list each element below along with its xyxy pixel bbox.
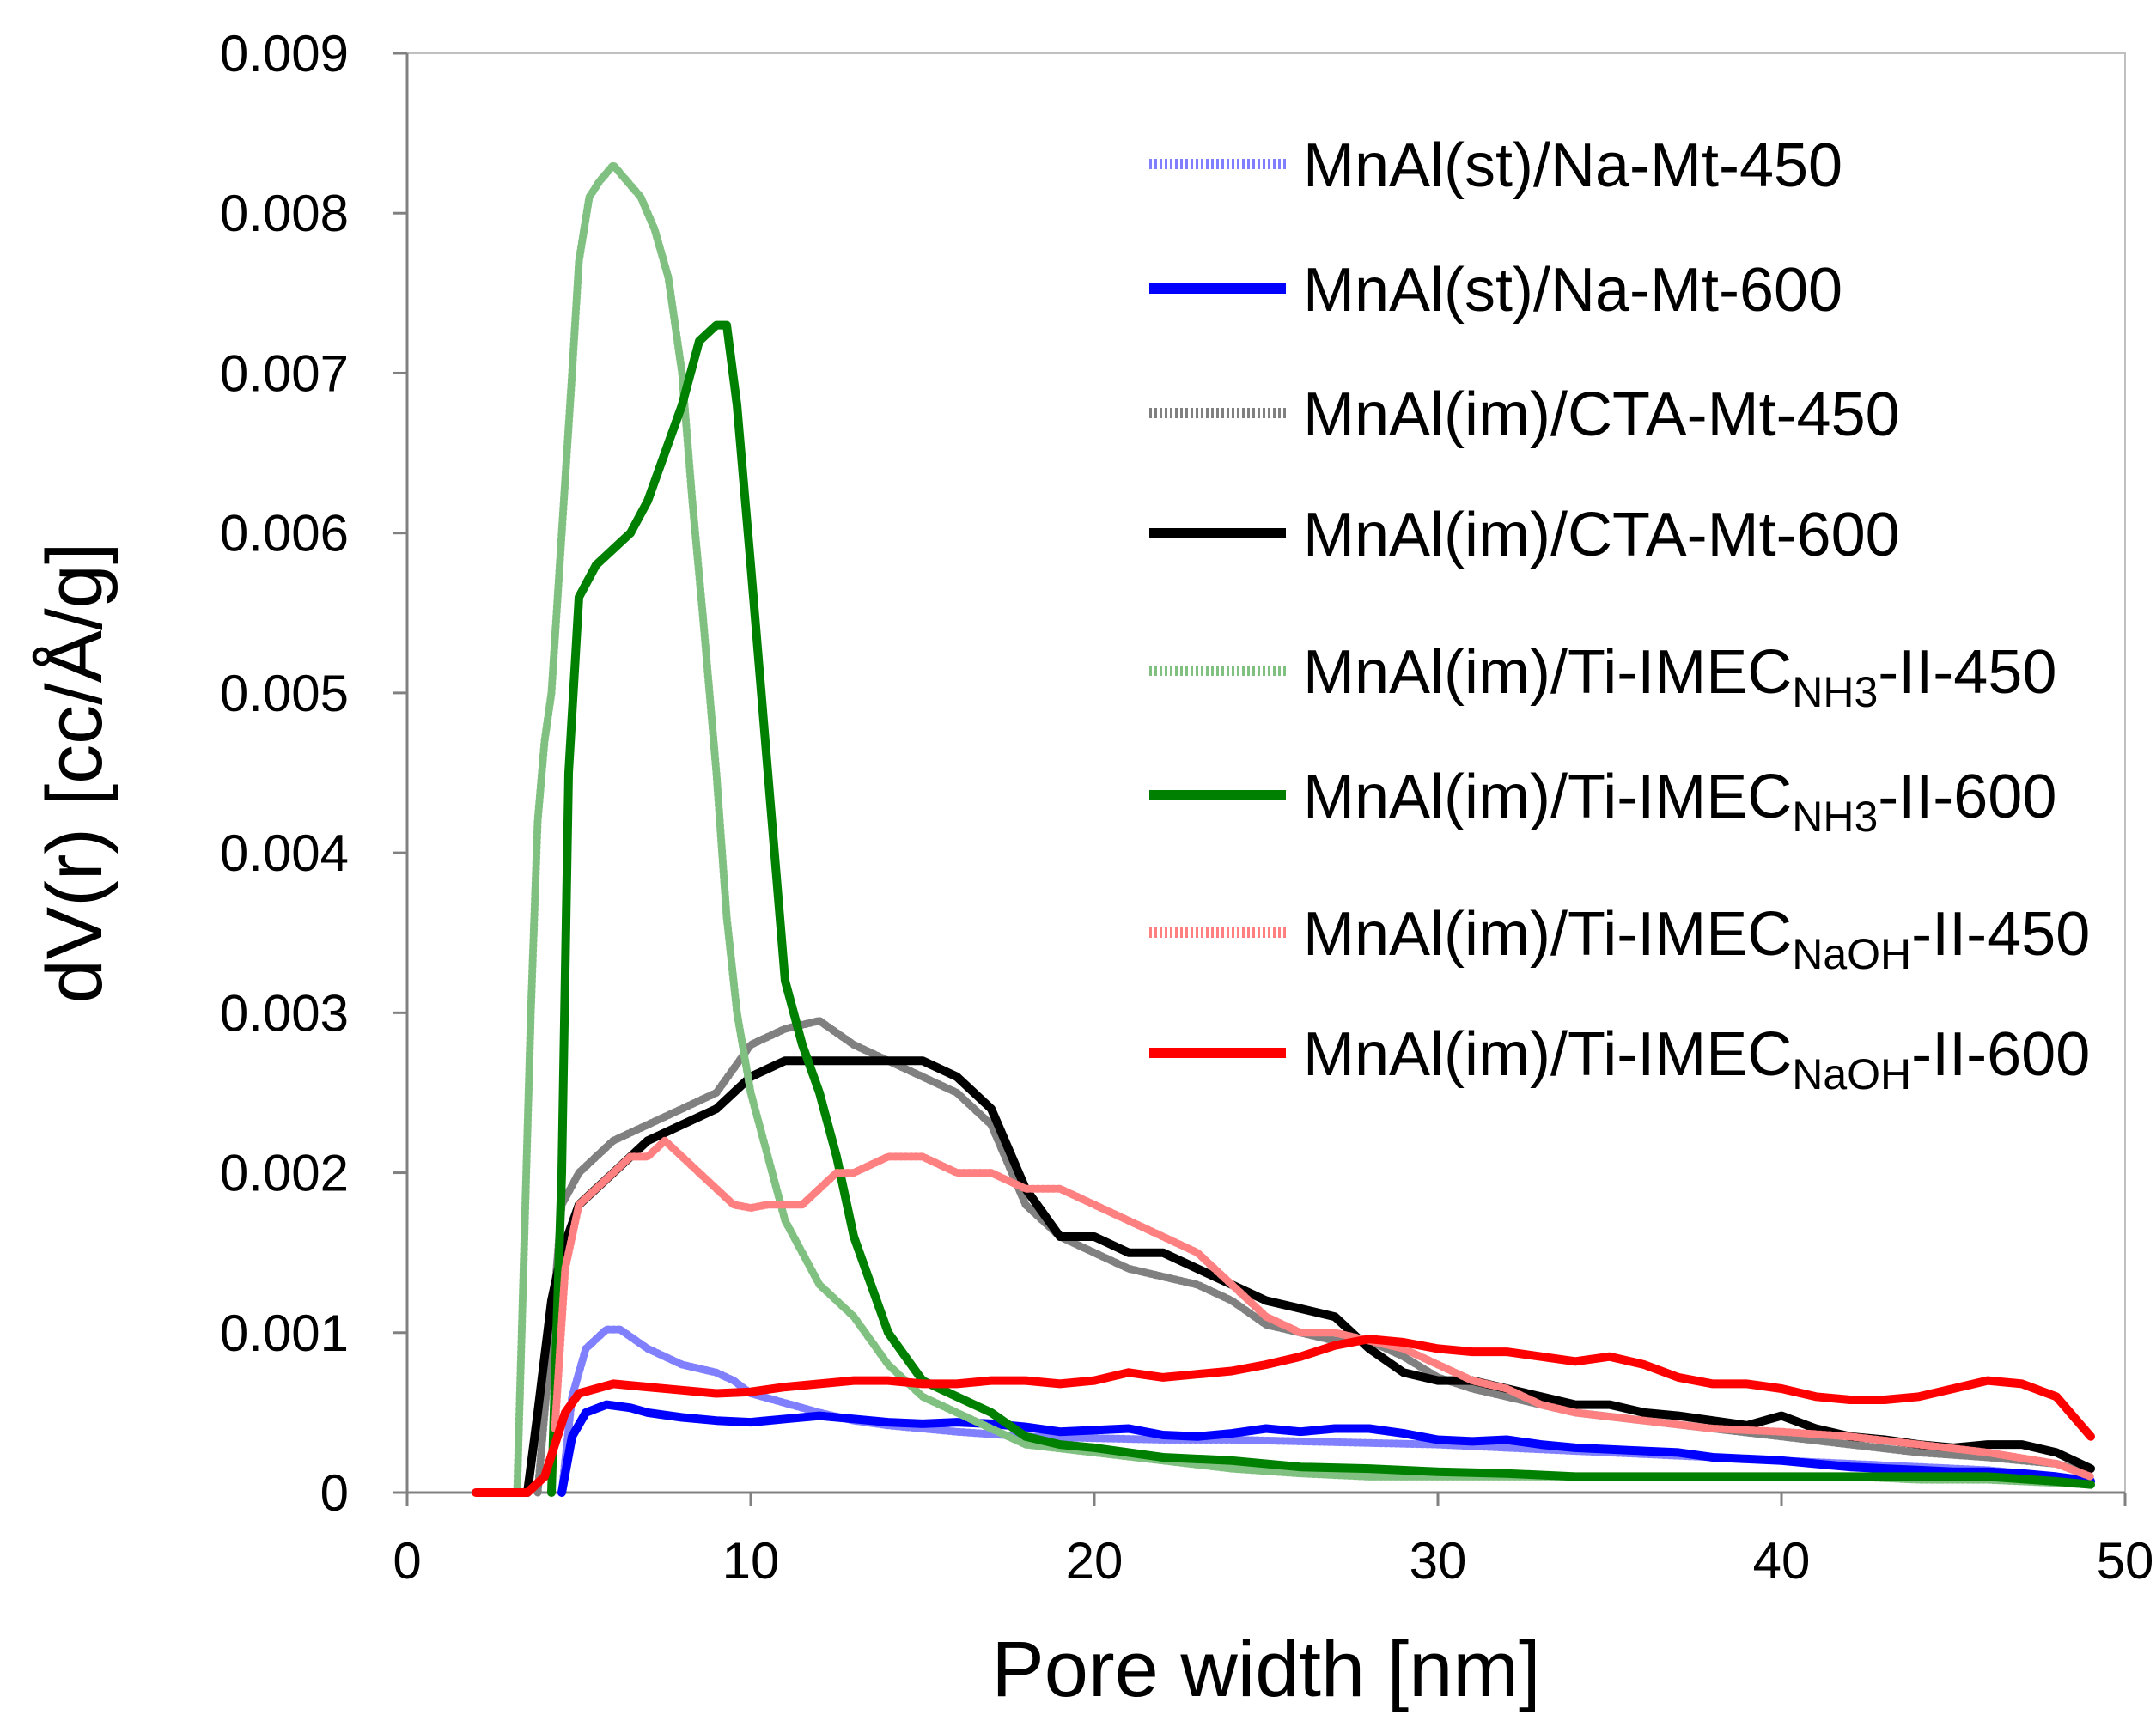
legend: MnAl(st)/Na-Mt-450 MnAl(st)/Na-Mt-600 MnAl… <box>1149 131 2090 1098</box>
y-tick-label: 0.001 <box>220 1304 349 1362</box>
y-tick-label: 0.004 <box>220 824 349 882</box>
x-tick-label: 20 <box>1066 1532 1124 1590</box>
y-tick-label: 0.003 <box>220 984 349 1042</box>
legend-label: MnAl(im)/Ti-IMECNH3-II-600 <box>1303 763 2056 841</box>
series-line-mnal-st-na-mt-600 <box>557 1400 2095 1497</box>
y-tick-label: 0.002 <box>220 1145 349 1202</box>
y-tick-label: 0 <box>320 1464 349 1522</box>
y-axis-title: dV(r) [cc/Å/g] <box>31 543 119 1004</box>
y-tick-label: 0.006 <box>220 505 349 562</box>
series-layer <box>472 161 2095 1497</box>
legend-label: MnAl(im)/CTA-Mt-450 <box>1303 380 1900 449</box>
series-line-mnal-im-ti-imecnaoh-ii-450 <box>551 1136 2095 1481</box>
x-tick-label: 50 <box>2097 1532 2154 1590</box>
x-tick-label: 0 <box>393 1532 421 1590</box>
x-axis-title: Pore width [nm] <box>991 1626 1540 1713</box>
y-tick-label: 0.007 <box>220 344 349 402</box>
x-tick-label: 30 <box>1410 1532 1467 1590</box>
y-tick-label: 0.008 <box>220 185 349 242</box>
axes: 0 0.001 0.002 0.003 0.004 0.005 0.006 0.007 0.00… <box>220 25 2154 1590</box>
legend-label: MnAl(im)/Ti-IMECNH3-II-450 <box>1303 638 2056 716</box>
series-line-mnal-im-ti-imecnh3-ii-600 <box>547 320 2095 1497</box>
x-tick-label: 40 <box>1753 1532 1811 1590</box>
legend-label: MnAl(im)/Ti-IMECNaOH-II-600 <box>1303 1020 2090 1098</box>
legend-label: MnAl(st)/Na-Mt-450 <box>1303 131 1842 200</box>
x-tick-label: 10 <box>722 1532 780 1590</box>
series-line-mnal-im-ti-imecnaoh-ii-600 <box>472 1335 2095 1497</box>
legend-label: MnAl(st)/Na-Mt-600 <box>1303 256 1842 325</box>
series-line-mnal-im-cta-mt-600 <box>523 1056 2095 1497</box>
y-tick-label: 0.005 <box>220 665 349 722</box>
legend-label: MnAl(im)/CTA-Mt-600 <box>1303 501 1900 569</box>
legend-label: MnAl(im)/Ti-IMECNaOH-II-450 <box>1303 900 2090 978</box>
y-tick-label: 0.009 <box>220 25 349 82</box>
